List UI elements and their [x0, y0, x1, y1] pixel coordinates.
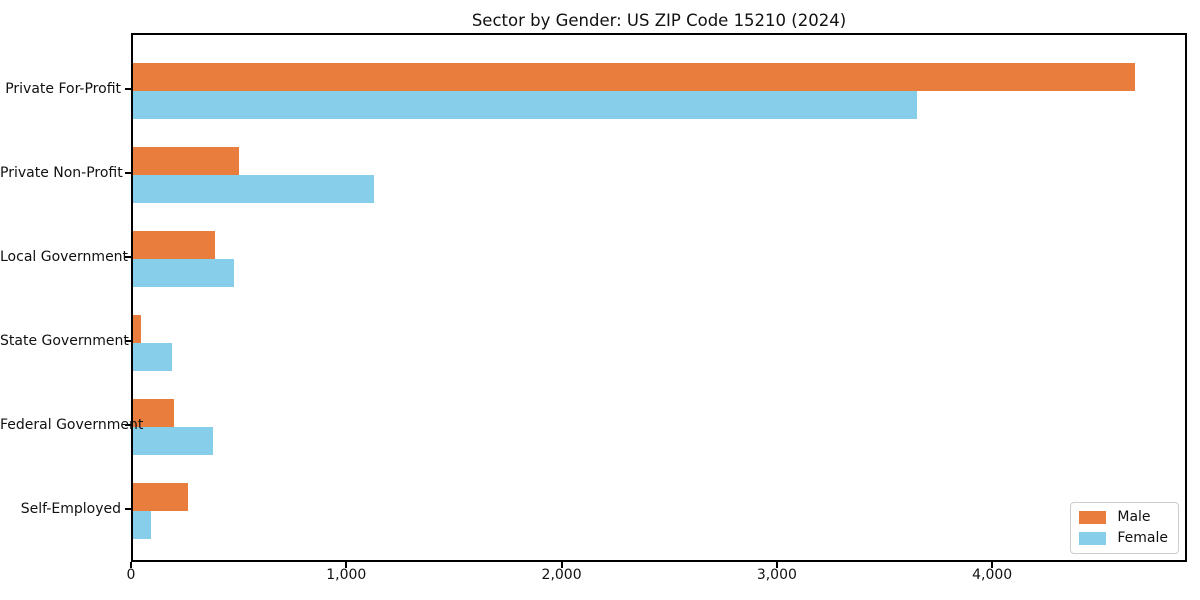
y-tick-mark — [125, 424, 131, 426]
x-tick-label-3-000: 3,000 — [756, 567, 797, 583]
y-tick-mark — [125, 340, 131, 342]
y-tick-label-private-non-profit: Private Non-Profit — [0, 165, 123, 181]
y-tick-mark — [125, 88, 131, 90]
x-tick-mark — [130, 562, 132, 568]
y-tick-label-local-government: Local Government — [0, 249, 129, 265]
bar-female-private-for-profit — [133, 91, 917, 119]
legend-entry-male: Male — [1079, 510, 1168, 525]
legend-swatch-male — [1079, 511, 1107, 524]
y-tick-mark — [125, 256, 131, 258]
legend-label-female: Female — [1117, 530, 1168, 546]
bar-female-federal-government — [133, 427, 214, 455]
bar-male-federal-government — [133, 399, 174, 427]
x-tick-label-2-000: 2,000 — [541, 567, 582, 583]
legend-entry-female: Female — [1079, 531, 1168, 546]
y-tick-mark — [125, 172, 131, 174]
x-tick-label-1-000: 1,000 — [326, 567, 367, 583]
y-tick-label-private-for-profit: Private For-Profit — [5, 81, 121, 97]
x-tick-mark — [560, 562, 563, 568]
bar-female-self-employed — [133, 511, 152, 539]
legend-swatch-female — [1079, 532, 1107, 545]
x-tick-mark — [345, 562, 348, 568]
legend-label-male: Male — [1117, 509, 1151, 525]
x-tick-mark — [991, 562, 994, 568]
legend: Male Female — [1070, 502, 1179, 554]
x-tick-mark — [775, 562, 778, 568]
x-tick-label-0: 0 — [126, 567, 136, 583]
chart-title: Sector by Gender: US ZIP Code 15210 (202… — [471, 11, 847, 30]
plot-area: Male Female — [131, 33, 1187, 562]
x-tick-label-4-000: 4,000 — [972, 567, 1013, 583]
bar-female-state-government — [133, 343, 172, 371]
y-tick-label-state-government: State Government — [0, 333, 129, 349]
bar-female-private-non-profit — [133, 175, 375, 203]
bar-male-local-government — [133, 231, 215, 259]
bar-female-local-government — [133, 259, 234, 287]
bar-male-private-non-profit — [133, 147, 240, 175]
bar-male-state-government — [133, 315, 141, 343]
bar-male-private-for-profit — [133, 63, 1135, 91]
y-tick-mark — [125, 508, 131, 510]
y-tick-label-self-employed: Self-Employed — [20, 501, 121, 517]
y-tick-label-federal-government: Federal Government — [0, 417, 144, 433]
bar-male-self-employed — [133, 483, 188, 511]
